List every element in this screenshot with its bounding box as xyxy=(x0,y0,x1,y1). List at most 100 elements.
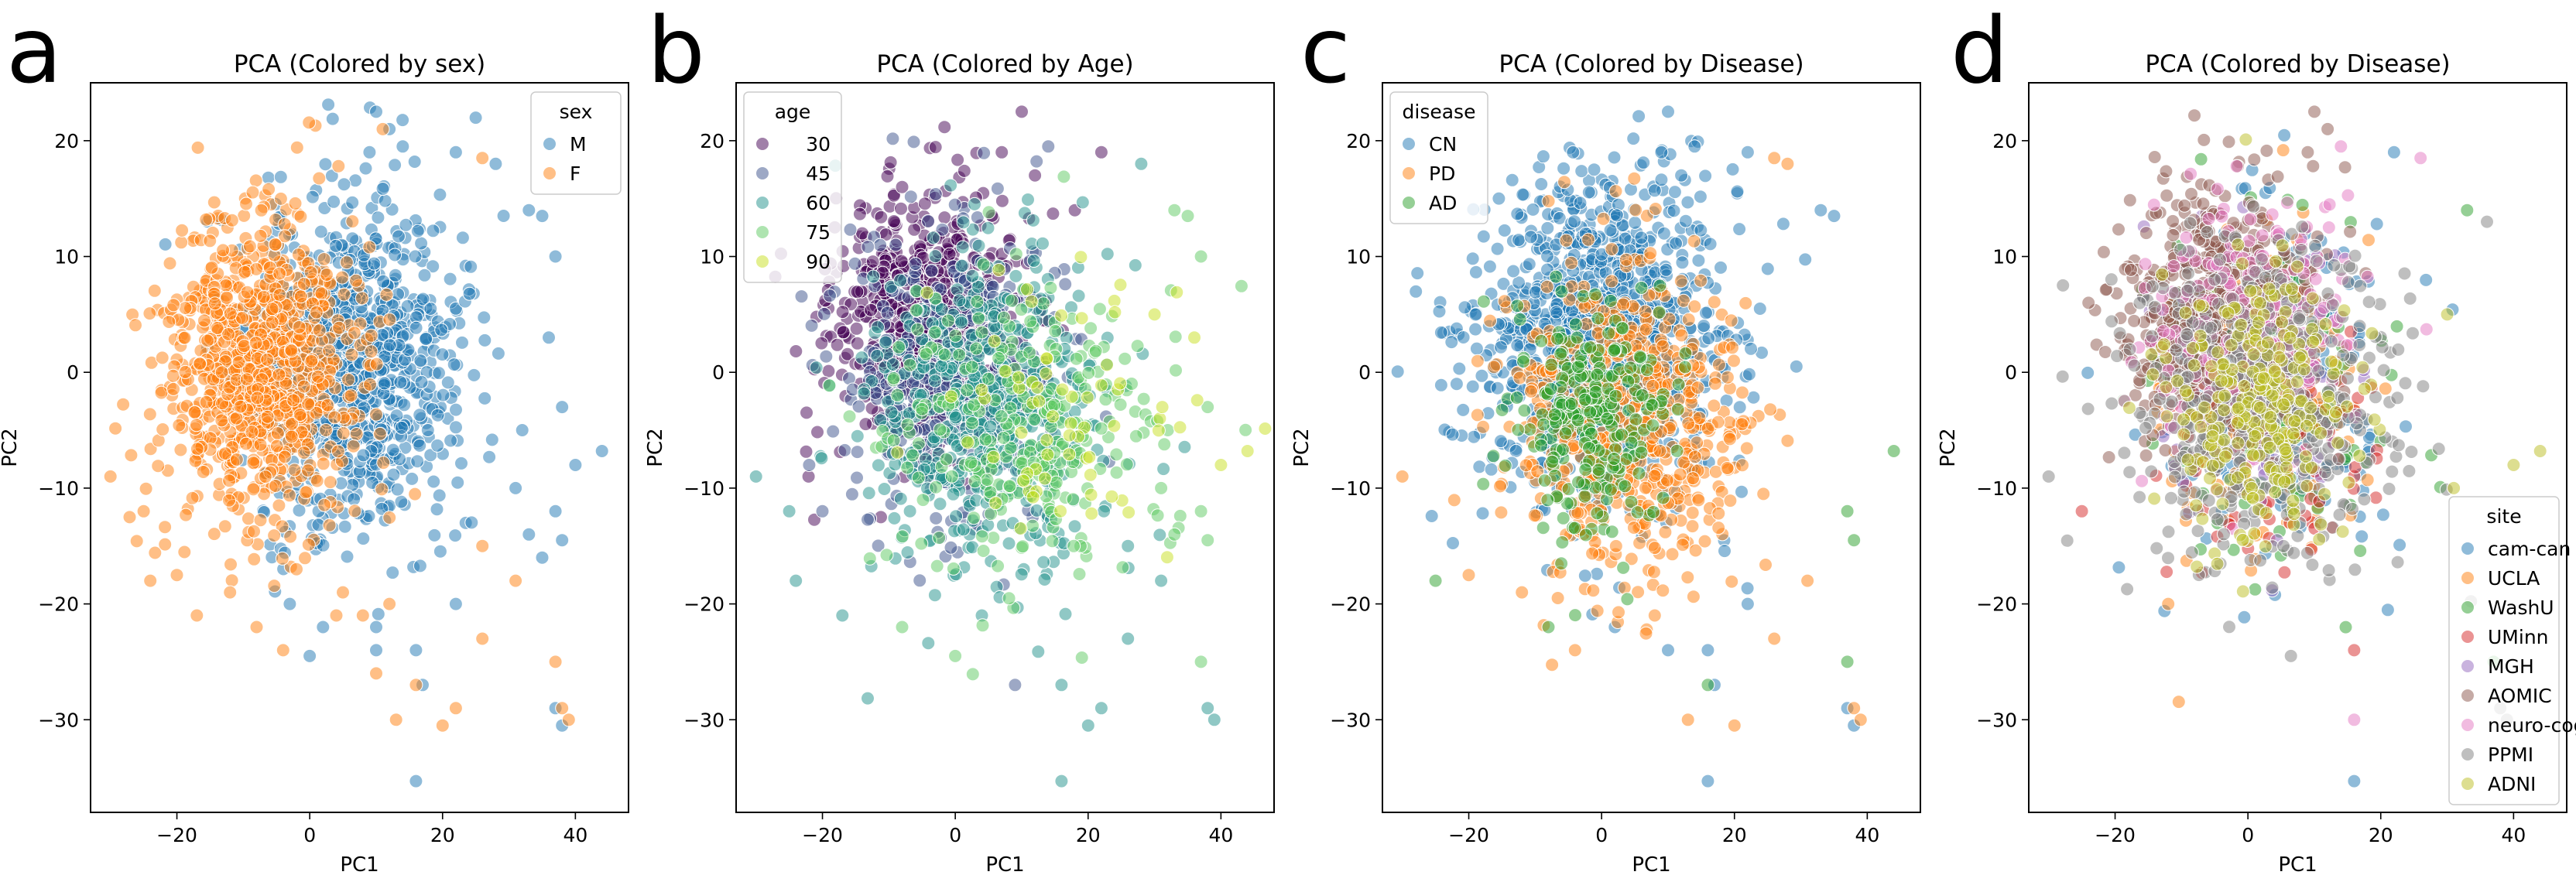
y-tick-label: 10 xyxy=(700,246,724,268)
data-point xyxy=(858,417,873,432)
data-point xyxy=(376,456,391,470)
data-point xyxy=(894,254,909,268)
data-point xyxy=(1071,289,1086,303)
data-point xyxy=(1098,392,1113,407)
data-point xyxy=(316,620,331,634)
data-point xyxy=(139,481,153,496)
data-point xyxy=(886,188,901,203)
data-point xyxy=(892,340,906,354)
data-point xyxy=(1053,504,1067,518)
legend-marker xyxy=(543,137,557,151)
data-point xyxy=(1238,422,1253,437)
data-point xyxy=(1173,508,1187,523)
data-point xyxy=(253,513,268,528)
x-tick-label: −20 xyxy=(802,824,843,846)
data-point xyxy=(954,258,969,273)
data-point xyxy=(363,378,377,391)
data-point xyxy=(253,228,268,243)
data-point xyxy=(877,482,892,496)
data-point xyxy=(1026,518,1040,533)
data-point xyxy=(1234,279,1249,293)
y-tick-label: 0 xyxy=(712,361,724,384)
data-point xyxy=(1084,506,1099,521)
data-point xyxy=(1494,340,1508,354)
data-point xyxy=(886,433,901,448)
data-point xyxy=(1693,190,1708,204)
data-point xyxy=(1055,382,1070,397)
data-point xyxy=(929,511,944,525)
data-point xyxy=(1534,177,1549,191)
data-point xyxy=(908,257,923,271)
data-point xyxy=(267,579,282,593)
data-point xyxy=(293,408,307,422)
data-point xyxy=(522,203,536,217)
data-point xyxy=(1046,409,1060,424)
data-point xyxy=(991,559,1005,573)
data-point xyxy=(857,386,872,401)
data-point xyxy=(911,470,926,485)
data-point xyxy=(903,357,917,372)
data-point xyxy=(1506,264,1521,279)
data-point xyxy=(815,504,830,518)
data-point xyxy=(317,252,331,266)
data-point xyxy=(426,259,440,274)
data-point xyxy=(1493,434,1508,449)
data-point xyxy=(1752,302,1767,316)
data-point xyxy=(1016,539,1030,554)
data-point xyxy=(388,158,402,173)
data-point xyxy=(426,224,440,238)
data-point xyxy=(1697,319,1711,333)
data-point xyxy=(968,197,981,211)
data-point xyxy=(1492,191,1506,206)
data-point xyxy=(996,431,1011,445)
data-point xyxy=(1566,145,1581,159)
data-point xyxy=(1036,236,1050,251)
data-point xyxy=(1026,490,1040,504)
y-tick-label: −30 xyxy=(38,709,79,731)
data-point xyxy=(300,463,315,478)
data-point xyxy=(413,354,428,368)
data-point xyxy=(250,391,265,405)
data-point xyxy=(1468,322,1483,337)
data-point xyxy=(337,287,351,302)
data-point xyxy=(1151,423,1166,438)
data-point xyxy=(335,270,350,285)
data-point xyxy=(1634,231,1649,245)
data-point xyxy=(826,424,841,439)
data-point xyxy=(924,263,939,278)
data-point xyxy=(240,285,255,299)
data-point xyxy=(1054,774,1069,788)
data-point xyxy=(178,301,193,316)
data-point xyxy=(906,135,921,149)
data-point xyxy=(246,482,261,497)
data-point xyxy=(362,145,377,159)
data-point xyxy=(1074,651,1089,665)
data-point xyxy=(996,310,1011,325)
data-point xyxy=(848,256,862,271)
data-point xyxy=(841,347,855,361)
data-point xyxy=(303,648,317,663)
data-point xyxy=(405,471,420,486)
data-point xyxy=(855,226,869,241)
data-point xyxy=(238,265,252,279)
data-point xyxy=(890,388,905,402)
data-point xyxy=(199,395,214,409)
data-point xyxy=(1718,544,1732,559)
data-point xyxy=(1040,351,1054,366)
data-point xyxy=(976,544,991,558)
data-point xyxy=(800,405,814,420)
data-point xyxy=(392,229,406,244)
data-point xyxy=(389,409,404,423)
data-point xyxy=(371,210,385,225)
data-point xyxy=(947,197,962,212)
legend-marker xyxy=(755,166,769,180)
data-point xyxy=(1511,233,1526,248)
legend-label: 60 xyxy=(806,192,831,214)
data-point xyxy=(443,272,457,286)
data-point xyxy=(349,273,363,288)
data-point xyxy=(1167,527,1182,542)
data-point xyxy=(1094,145,1108,159)
data-point xyxy=(389,713,403,727)
data-point xyxy=(1632,109,1646,124)
data-point xyxy=(1484,462,1499,477)
